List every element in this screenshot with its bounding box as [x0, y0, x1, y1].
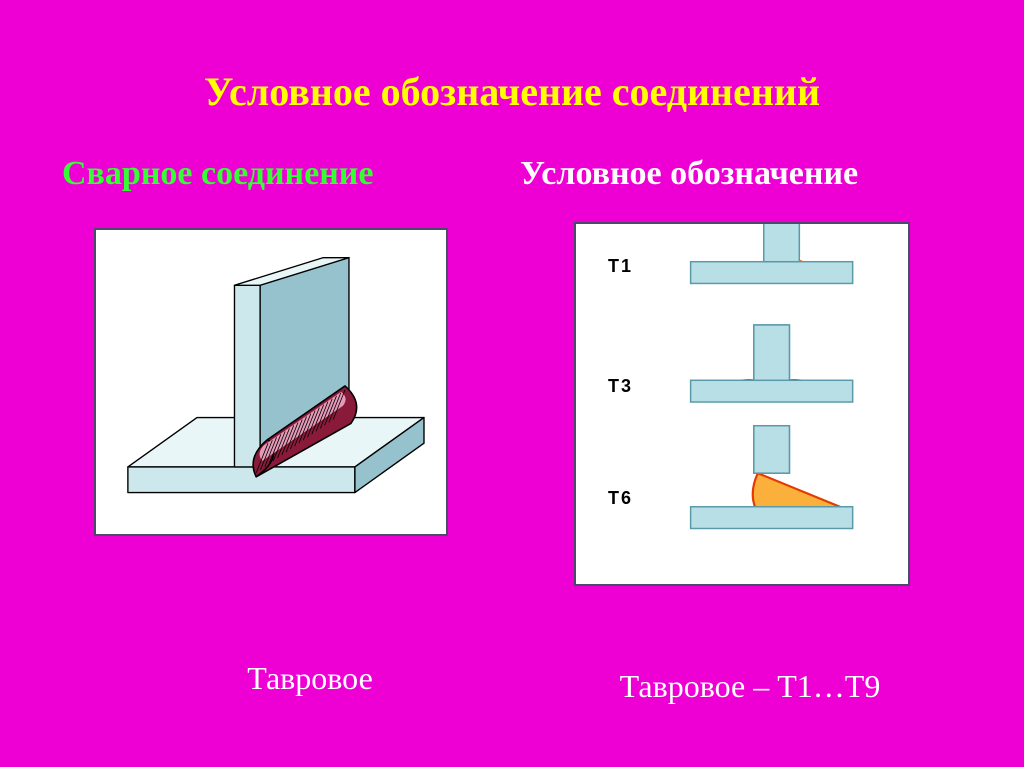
- caption-right: Тавровое – Т1…Т9: [540, 668, 960, 705]
- label-t1: Т1: [608, 256, 633, 277]
- subtitle-right: Условное обозначение: [520, 155, 858, 193]
- label-t6: Т6: [608, 488, 633, 509]
- panel-weld-3d: [94, 228, 448, 536]
- tjoint-3d-illustration: [96, 230, 446, 534]
- subtitle-left: Сварное соединение: [62, 155, 373, 193]
- tjoint-types-illustration: [576, 224, 908, 584]
- slide: Условное обозначение соединений Сварное …: [0, 0, 1024, 767]
- caption-left: Тавровое: [100, 660, 520, 697]
- label-t3: Т3: [608, 376, 633, 397]
- page-title: Условное обозначение соединений: [0, 68, 1024, 115]
- panel-weld-types: Т1 Т3 Т6: [574, 222, 910, 586]
